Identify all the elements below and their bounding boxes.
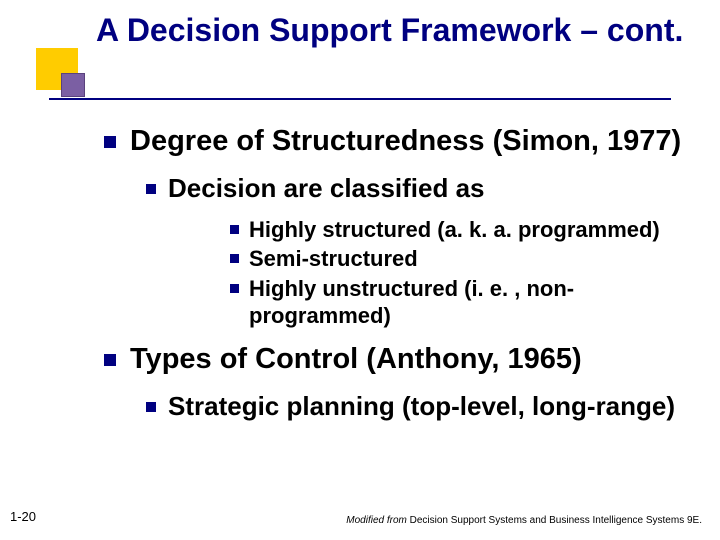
attribution-label: Modified from <box>346 515 407 526</box>
square-bullet-icon <box>146 184 156 194</box>
bullet-text: Types of Control (Anthony, 1965) <box>130 342 582 377</box>
square-bullet-icon <box>230 284 239 293</box>
slide: A Decision Support Framework – cont. Deg… <box>0 0 720 540</box>
decor-box-purple <box>61 73 85 97</box>
title-underline <box>49 98 671 100</box>
bullet-text: Strategic planning (top-level, long-rang… <box>168 391 675 422</box>
content-area: Degree of Structuredness (Simon, 1977) D… <box>104 124 694 434</box>
square-bullet-icon <box>230 254 239 263</box>
bullet-text: Semi-structured <box>249 245 418 273</box>
bullet-lvl3-group: Highly structured (a. k. a. programmed) … <box>230 216 694 330</box>
bullet-lvl3: Semi-structured <box>230 245 694 273</box>
square-bullet-icon <box>146 402 156 412</box>
bullet-text: Degree of Structuredness (Simon, 1977) <box>130 124 681 159</box>
bullet-text: Highly structured (a. k. a. programmed) <box>249 216 660 244</box>
attribution-text: Decision Support Systems and Business In… <box>407 515 702 526</box>
square-bullet-icon <box>104 136 116 148</box>
bullet-lvl1: Degree of Structuredness (Simon, 1977) D… <box>104 124 694 330</box>
attribution: Modified from Decision Support Systems a… <box>346 515 702 526</box>
slide-number: 1-20 <box>10 509 36 524</box>
bullet-text: Highly unstructured (i. e. , non-program… <box>249 275 694 330</box>
title-area: A Decision Support Framework – cont. <box>96 12 686 49</box>
bullet-lvl3: Highly unstructured (i. e. , non-program… <box>230 275 694 330</box>
bullet-lvl2: Decision are classified as Highly struct… <box>146 173 694 330</box>
bullet-lvl2: Strategic planning (top-level, long-rang… <box>146 391 694 422</box>
square-bullet-icon <box>104 354 116 366</box>
bullet-text: Decision are classified as <box>168 173 485 204</box>
slide-title: A Decision Support Framework – cont. <box>96 12 686 49</box>
bullet-lvl1: Types of Control (Anthony, 1965) Strateg… <box>104 342 694 422</box>
bullet-lvl3: Highly structured (a. k. a. programmed) <box>230 216 694 244</box>
square-bullet-icon <box>230 225 239 234</box>
